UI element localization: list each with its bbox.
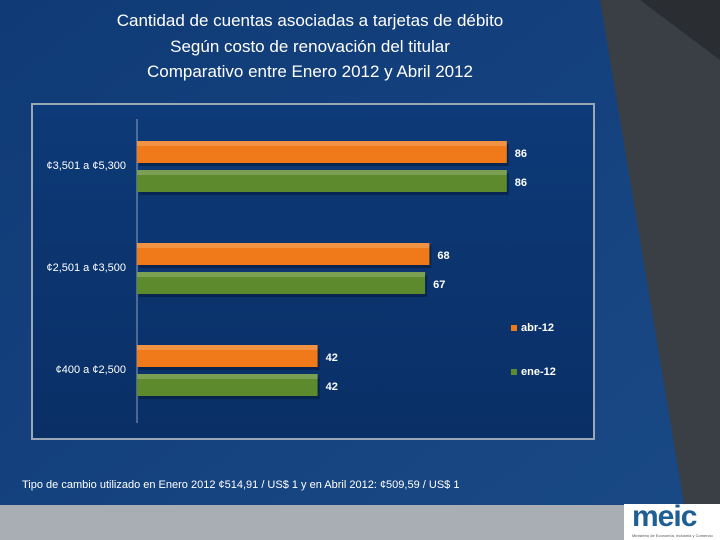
legend-label-abr-12: abr-12 [521,322,554,334]
bar-abr-12-2 [137,345,318,367]
data-label-ene-12-0: 86 [515,177,527,189]
chart-title-line-1: Cantidad de cuentas asociadas a tarjetas… [116,11,504,30]
bar-highlight-ene-12-2 [137,374,318,379]
legend-swatch-abr-12 [511,325,517,331]
data-label-abr-12-2: 42 [326,352,338,364]
legend-label-ene-12: ene-12 [521,366,556,378]
bar-ene-12-2 [137,374,318,396]
bar-abr-12-1 [137,243,430,265]
data-label-ene-12-1: 67 [433,279,445,291]
legend-swatch-ene-12 [511,369,517,375]
bar-highlight-abr-12-2 [137,345,318,350]
bar-ene-12-0 [137,170,507,192]
data-label-abr-12-0: 86 [515,148,527,160]
bar-highlight-abr-12-0 [137,141,507,146]
exchange-rate-footnote: Tipo de cambio utilizado en Enero 2012 ¢… [22,479,460,491]
data-label-ene-12-2: 42 [326,381,338,393]
meic-logo: meic Ministerio de Economía, Industria y… [624,500,720,540]
bar-highlight-ene-12-1 [137,272,426,277]
data-label-abr-12-1: 68 [437,250,449,262]
logo-wordmark: meic [632,500,697,533]
bar-highlight-ene-12-0 [137,170,507,175]
chart-title-line-2: Según costo de renovación del titular [170,37,450,56]
bar-abr-12-0 [137,141,507,163]
bar-ene-12-1 [137,272,426,294]
chart-title-line-3: Comparativo entre Enero 2012 y Abril 201… [146,62,474,81]
bar-highlight-abr-12-1 [137,243,430,248]
logo-subtext: Ministerio de Economía, Industria y Come… [632,533,713,538]
category-label-0: ¢3,501 a ¢5,300 [46,160,126,172]
chart-panel: ¢3,501 a ¢5,300 86 86 ¢2,501 a ¢3,500 68 67 ¢4… [31,103,595,440]
category-label-2: ¢400 a ¢2,500 [56,364,126,376]
category-label-1: ¢2,501 a ¢3,500 [46,262,126,274]
bar-chart: ¢3,501 a ¢5,300 86 86 ¢2,501 a ¢3,500 68 67 ¢4… [46,119,556,423]
